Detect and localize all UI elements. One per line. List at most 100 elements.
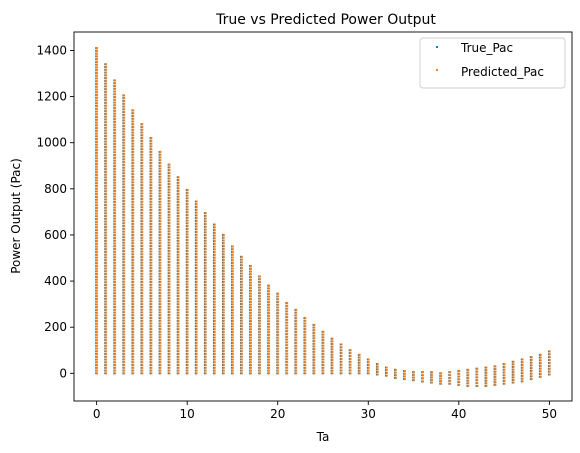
data-point: [150, 167, 153, 170]
data-point: [204, 341, 207, 344]
data-point: [114, 270, 117, 273]
data-point: [485, 377, 488, 380]
data-point: [186, 208, 189, 211]
data-point: [105, 85, 108, 88]
data-point: [295, 341, 298, 344]
data-point: [177, 341, 180, 344]
data-point: [240, 333, 243, 336]
data-point: [150, 275, 153, 278]
data-point: [123, 177, 126, 180]
data-point: [259, 311, 262, 314]
data-point: [213, 319, 216, 322]
data-point: [105, 278, 108, 281]
data-point: [141, 308, 144, 311]
data-point: [114, 87, 117, 90]
data-point: [231, 308, 234, 311]
data-point: [150, 303, 153, 306]
data-point: [440, 374, 443, 377]
data-point: [105, 259, 108, 262]
data-point: [141, 211, 144, 214]
data-point: [286, 327, 289, 330]
data-point: [177, 201, 180, 204]
data-point: [521, 369, 524, 372]
data-point: [105, 231, 108, 234]
data-point: [521, 380, 524, 383]
data-point: [521, 361, 524, 364]
data-point: [367, 369, 370, 372]
data-point: [340, 366, 343, 369]
data-point: [114, 96, 117, 99]
data-point: [150, 361, 153, 364]
data-point: [195, 269, 198, 272]
data-point: [177, 300, 180, 303]
data-point: [304, 328, 307, 331]
data-point: [168, 305, 171, 308]
data-point: [521, 377, 524, 380]
data-point: [168, 313, 171, 316]
data-point: [249, 303, 252, 306]
data-point: [213, 344, 216, 347]
data-point: [231, 267, 234, 270]
data-point: [141, 164, 144, 167]
data-point: [195, 208, 198, 211]
data-point: [123, 288, 126, 291]
data-point: [159, 319, 162, 322]
data-point: [222, 258, 225, 261]
data-point: [548, 356, 551, 359]
data-point: [240, 347, 243, 350]
data-point: [222, 341, 225, 344]
data-point: [231, 292, 234, 295]
data-point: [249, 358, 252, 361]
data-point: [304, 369, 307, 372]
data-point: [240, 325, 243, 328]
data-point: [195, 300, 198, 303]
data-point: [141, 239, 144, 242]
data-point: [141, 184, 144, 187]
data-point: [114, 123, 117, 126]
data-point: [259, 289, 262, 292]
data-point: [186, 219, 189, 222]
data-point: [213, 231, 216, 234]
data-point: [322, 344, 325, 347]
data-point: [476, 382, 479, 385]
data-point: [96, 88, 99, 91]
data-point: [204, 231, 207, 234]
data-point: [114, 339, 117, 342]
data-point: [240, 350, 243, 353]
data-point: [132, 314, 135, 317]
data-point: [141, 283, 144, 286]
data-point: [168, 350, 171, 353]
data-point: [186, 194, 189, 197]
data-point: [240, 355, 243, 358]
data-point: [141, 200, 144, 203]
data-point: [168, 283, 171, 286]
data-point: [231, 322, 234, 325]
data-point: [186, 369, 189, 372]
data-point: [530, 356, 533, 359]
data-point: [150, 364, 153, 367]
data-point: [249, 284, 252, 287]
data-point: [123, 136, 126, 139]
data-point: [105, 328, 108, 331]
data-point: [114, 159, 117, 162]
data-point: [231, 328, 234, 331]
data-point: [313, 329, 316, 332]
data-point: [105, 248, 108, 251]
data-point: [96, 209, 99, 212]
data-point: [295, 353, 298, 356]
data-point: [114, 181, 117, 184]
data-point: [268, 320, 271, 323]
data-point: [195, 316, 198, 319]
data-point: [168, 330, 171, 333]
data-point: [213, 297, 216, 300]
data-point: [304, 350, 307, 353]
data-point: [96, 259, 99, 262]
data-point: [96, 190, 99, 193]
data-point: [150, 189, 153, 192]
data-point: [150, 192, 153, 195]
data-point: [440, 372, 443, 375]
data-point: [96, 96, 99, 99]
data-point: [222, 253, 225, 256]
data-point: [222, 256, 225, 259]
